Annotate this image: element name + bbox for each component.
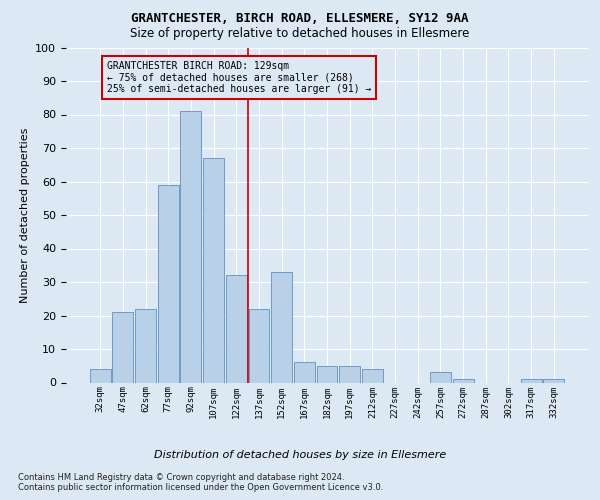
Bar [158, 185, 179, 382]
Bar [362, 369, 383, 382]
Bar [112, 312, 133, 382]
Bar [452, 379, 473, 382]
Bar [521, 379, 542, 382]
Bar [90, 369, 110, 382]
Bar [339, 366, 360, 382]
Text: Contains HM Land Registry data © Crown copyright and database right 2024.: Contains HM Land Registry data © Crown c… [18, 474, 344, 482]
Bar [430, 372, 451, 382]
Bar [271, 272, 292, 382]
Text: GRANTCHESTER BIRCH ROAD: 129sqm
← 75% of detached houses are smaller (268)
25% o: GRANTCHESTER BIRCH ROAD: 129sqm ← 75% of… [107, 61, 371, 94]
Bar [135, 309, 156, 382]
Bar [317, 366, 337, 382]
Bar [248, 309, 269, 382]
Text: Size of property relative to detached houses in Ellesmere: Size of property relative to detached ho… [130, 28, 470, 40]
Bar [181, 111, 202, 382]
Bar [294, 362, 315, 382]
Text: Distribution of detached houses by size in Ellesmere: Distribution of detached houses by size … [154, 450, 446, 460]
Y-axis label: Number of detached properties: Number of detached properties [20, 128, 30, 302]
Bar [226, 276, 247, 382]
Bar [203, 158, 224, 382]
Bar [544, 379, 564, 382]
Text: Contains public sector information licensed under the Open Government Licence v3: Contains public sector information licen… [18, 484, 383, 492]
Text: GRANTCHESTER, BIRCH ROAD, ELLESMERE, SY12 9AA: GRANTCHESTER, BIRCH ROAD, ELLESMERE, SY1… [131, 12, 469, 26]
